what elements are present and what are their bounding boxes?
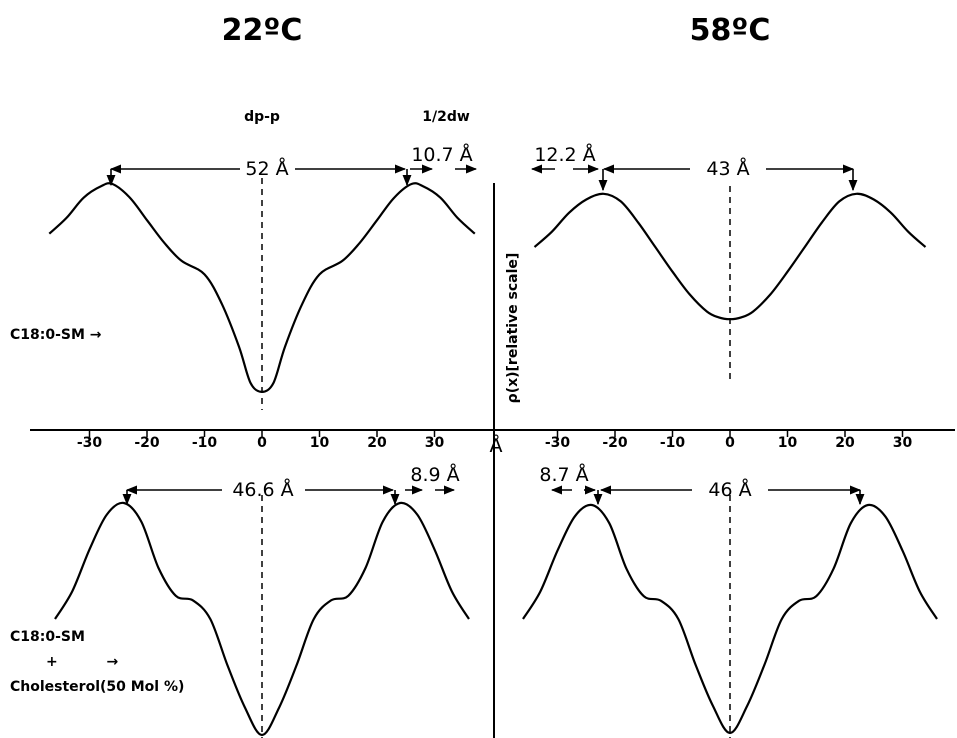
y-axis-label: ρ(x)[relative scale]: [505, 253, 521, 404]
density-curve-top-right: [533, 192, 927, 321]
row-label-bottom-line3: Cholesterol(50 Mol %): [10, 679, 184, 695]
row-label-bottom-line2: + →: [46, 654, 118, 670]
x-tick-label-right-4: 10: [778, 435, 798, 451]
dpp-value-bottom-right: 46 Å: [708, 478, 751, 501]
halfdw-label: 1/2dw: [422, 109, 470, 125]
halfdw-value-bottom-left: 8.9 Å: [410, 463, 459, 486]
x-tick-label-right-5: 20: [835, 435, 855, 451]
right-temperature-header: 58ºC: [690, 13, 771, 48]
x-tick-label-right-3: 0: [725, 435, 735, 451]
density-curve-bottom-right: [522, 503, 938, 735]
halfdw-value-top-right: 12.2 Å: [534, 143, 595, 166]
x-tick-label-right-0: -30: [545, 435, 571, 451]
x-tick-label-left-4: 10: [310, 435, 330, 451]
x-ticks-left: -30 -20 -10 0 10 20 30: [77, 430, 445, 451]
row-label-top: C18:0-SM →: [10, 327, 102, 343]
x-tick-label-left-6: 30: [425, 435, 445, 451]
x-ticks-right: -30 -20 -10 0 10 20 30: [545, 430, 913, 451]
x-tick-label-right-1: -20: [602, 435, 628, 451]
dpp-value-bottom-left: 46.6 Å: [232, 478, 293, 501]
dpp-value-top-right: 43 Å: [706, 157, 749, 180]
dpp-label: dp-p: [244, 109, 280, 125]
x-tick-label-right-6: 30: [893, 435, 913, 451]
x-axis-unit: Å: [490, 434, 503, 457]
x-tick-label-right-2: -10: [660, 435, 686, 451]
x-tick-label-left-5: 20: [367, 435, 387, 451]
halfdw-value-bottom-right: 8.7 Å: [539, 463, 588, 486]
row-label-bottom-line1: C18:0-SM: [10, 629, 85, 645]
x-tick-label-left-2: -10: [192, 435, 218, 451]
halfdw-value-top-left: 10.7 Å: [411, 143, 472, 166]
dpp-value-top-left: 52 Å: [245, 157, 288, 180]
left-temperature-header: 22ºC: [222, 13, 303, 48]
x-tick-label-left-1: -20: [134, 435, 160, 451]
x-tick-label-left-3: 0: [257, 435, 267, 451]
density-curve-top-left: [48, 182, 476, 393]
x-tick-label-left-0: -30: [77, 435, 103, 451]
